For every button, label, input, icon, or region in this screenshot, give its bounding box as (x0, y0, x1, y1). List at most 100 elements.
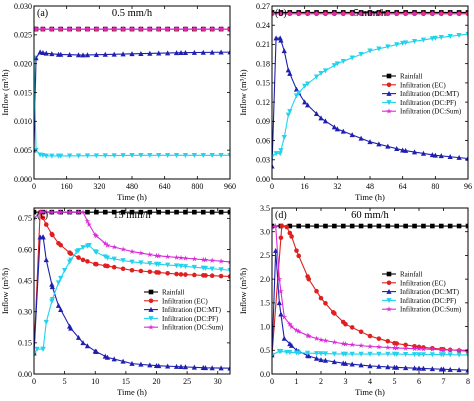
data-point (200, 256, 207, 263)
data-point (287, 70, 293, 76)
data-point (394, 42, 400, 48)
data-point (318, 336, 324, 343)
data-point (286, 321, 293, 327)
data-point (40, 346, 46, 352)
x-tick-label: 20 (153, 377, 161, 386)
y-axis-title: Inflow (m³/h) (238, 69, 248, 115)
data-point (322, 118, 329, 124)
y-tick-label: 0.000 (14, 175, 32, 184)
data-point (102, 25, 109, 32)
data-point (393, 10, 400, 17)
data-point (385, 223, 391, 229)
data-point (49, 284, 55, 290)
data-point (277, 10, 284, 17)
legend-label: Rainfall (400, 73, 423, 81)
panel-title: 15 mm/h (113, 210, 151, 221)
data-point (85, 209, 90, 215)
data-point (218, 267, 224, 273)
y-axis-title: Inflow (m³/h) (0, 268, 10, 314)
data-point (182, 153, 189, 159)
data-point (55, 280, 62, 286)
data-point (105, 263, 110, 269)
data-point (39, 209, 46, 215)
data-point (420, 345, 427, 352)
y-tick-label: 3.5 (260, 204, 270, 213)
data-point (376, 351, 382, 357)
legend-marker (148, 289, 154, 295)
data-point (438, 223, 444, 229)
legend-marker (148, 316, 154, 322)
data-point (102, 153, 108, 159)
data-point (385, 364, 391, 370)
series-line-infiltration-dc-pf- (34, 57, 230, 157)
data-point (84, 218, 91, 224)
y-tick-label: 1.0 (260, 322, 270, 331)
y-tick-label: 0.06 (256, 136, 270, 145)
data-point (318, 70, 324, 76)
data-point (278, 349, 284, 355)
data-point (227, 153, 230, 159)
data-point (287, 350, 293, 356)
data-point (164, 25, 171, 32)
data-point (76, 255, 81, 260)
data-point (55, 209, 62, 215)
data-point (384, 10, 391, 17)
y-tick-label: 2.0 (260, 275, 270, 284)
x-tick-label: 16 (301, 182, 309, 191)
data-point (173, 50, 180, 56)
data-point (334, 61, 340, 67)
data-point (429, 10, 436, 17)
chart-panel-2: 0 16 32 48 64 80 96 0.00 0.03 0.06 0.09 0.12 0.15 0.1… (238, 2, 472, 202)
data-point (349, 55, 355, 61)
data-point (156, 50, 162, 56)
data-point (80, 245, 86, 251)
y-tick-label: 0.010 (14, 117, 32, 126)
data-point (191, 25, 198, 32)
data-point (342, 341, 349, 347)
data-point (367, 223, 373, 229)
data-point (67, 153, 73, 159)
data-point (432, 152, 438, 158)
data-point (440, 352, 447, 358)
data-point (358, 351, 364, 357)
data-point (403, 342, 408, 348)
data-point (420, 352, 427, 358)
data-point (138, 153, 144, 159)
x-tick-label: 8 (466, 377, 470, 386)
data-point (376, 336, 382, 341)
y-tick-label: 0.45 (18, 276, 32, 285)
data-point (34, 209, 37, 215)
legend-marker (148, 298, 154, 304)
data-point (62, 267, 68, 273)
data-point (202, 256, 209, 263)
data-point (278, 37, 284, 43)
data-point (93, 153, 99, 159)
data-point (420, 10, 427, 17)
data-point (421, 223, 426, 229)
data-point (203, 273, 208, 278)
data-point (465, 352, 468, 358)
data-point (318, 115, 324, 121)
y-tick-label: 0.00 (18, 370, 32, 379)
x-tick-label: 64 (399, 182, 407, 191)
data-point (447, 346, 454, 353)
data-point (305, 102, 311, 108)
data-point (84, 343, 91, 349)
data-point (349, 132, 355, 138)
data-point (173, 25, 180, 32)
data-point (289, 234, 294, 239)
data-point (385, 44, 391, 50)
data-point (340, 59, 346, 65)
data-point (296, 253, 302, 259)
data-point (286, 10, 293, 17)
data-point (285, 67, 291, 73)
data-point (86, 221, 93, 228)
data-point (272, 223, 275, 229)
data-point (43, 222, 49, 227)
data-point (332, 311, 337, 316)
data-point (50, 232, 55, 238)
data-point (465, 10, 468, 17)
data-point (394, 341, 400, 346)
legend-label: Rainfall (162, 289, 185, 297)
